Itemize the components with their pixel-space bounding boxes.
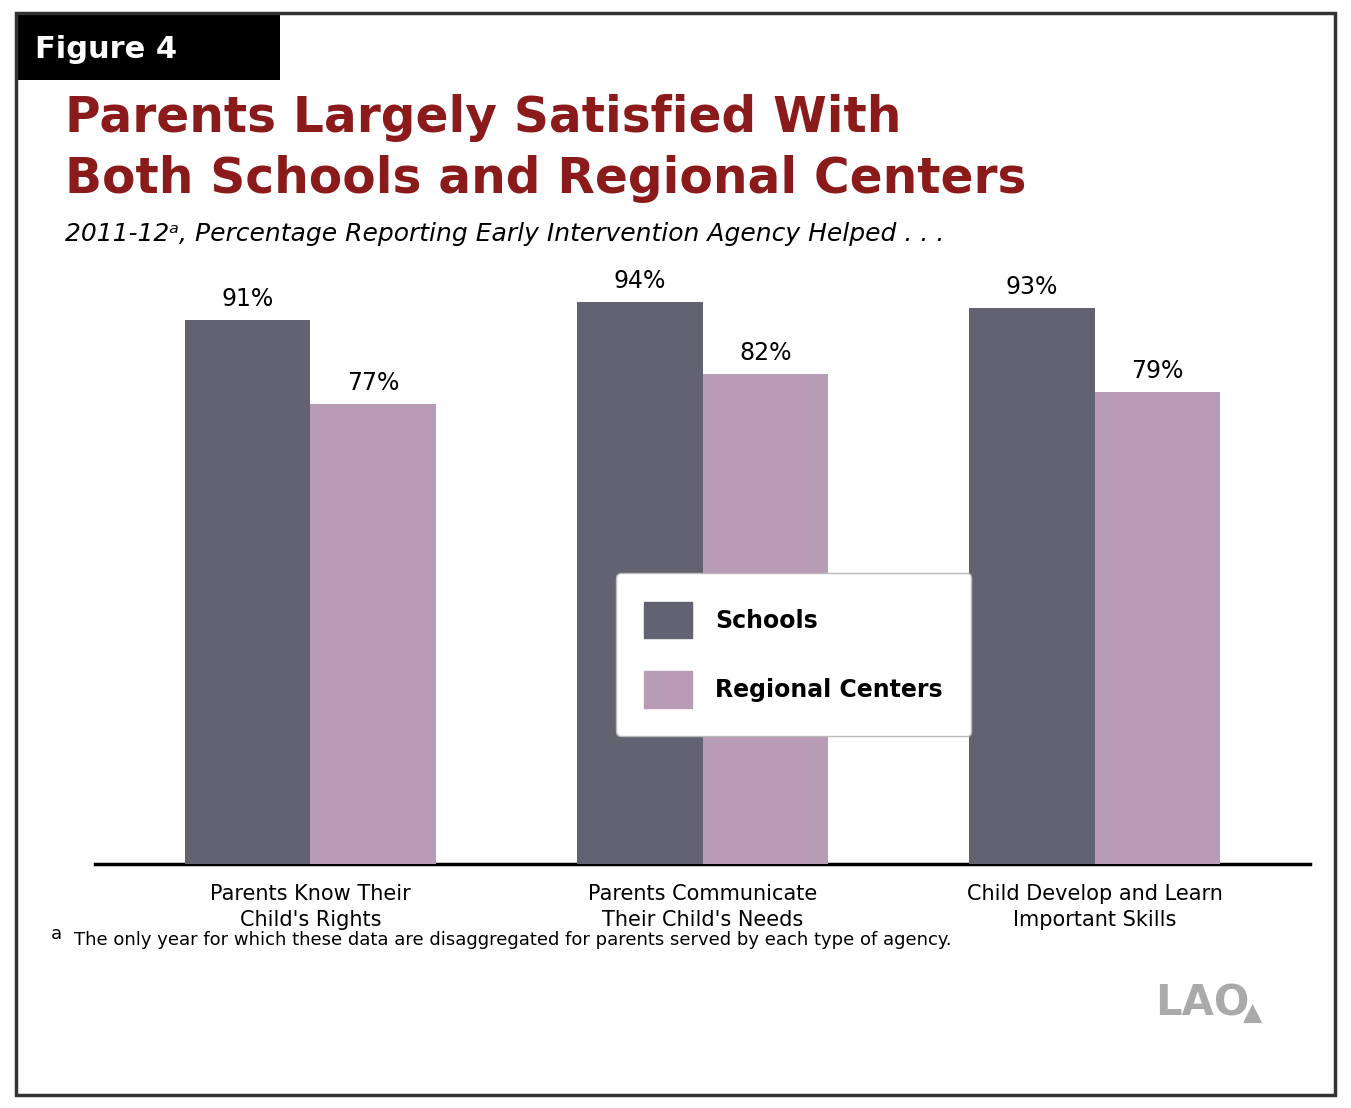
- Bar: [577, 301, 703, 864]
- Text: 93%: 93%: [1005, 275, 1058, 299]
- Bar: [969, 308, 1094, 864]
- Text: Parents Largely Satisfied With: Parents Largely Satisfied With: [65, 94, 901, 142]
- Text: Both Schools and Regional Centers: Both Schools and Regional Centers: [65, 155, 1027, 203]
- Text: LAO: LAO: [1155, 983, 1250, 1025]
- Bar: [1094, 391, 1220, 864]
- Text: 91%: 91%: [222, 287, 274, 310]
- Legend: Schools, Regional Centers: Schools, Regional Centers: [616, 574, 971, 736]
- Bar: [703, 373, 828, 864]
- Text: 79%: 79%: [1131, 359, 1183, 382]
- Text: 77%: 77%: [347, 370, 400, 394]
- Bar: [311, 403, 436, 864]
- Text: 2011-12ᵃ, Percentage Reporting Early Intervention Agency Helped . . .: 2011-12ᵃ, Percentage Reporting Early Int…: [65, 222, 944, 246]
- Text: a: a: [51, 925, 62, 943]
- Bar: [185, 320, 311, 864]
- Text: The only year for which these data are disaggregated for parents served by each : The only year for which these data are d…: [74, 931, 952, 948]
- Text: Figure 4: Figure 4: [35, 34, 177, 63]
- Text: ▲: ▲: [1243, 1001, 1262, 1025]
- Text: 82%: 82%: [739, 340, 792, 365]
- Text: 94%: 94%: [613, 269, 666, 293]
